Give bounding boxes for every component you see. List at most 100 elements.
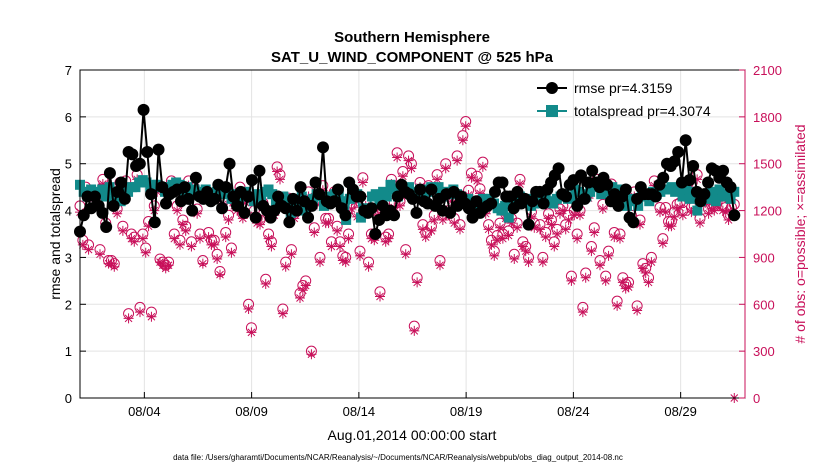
legend: rmse pr=4.3159 totalspread pr=4.3074 — [537, 80, 711, 119]
rmse-point — [145, 188, 158, 201]
obs-assimilated-point — [654, 207, 665, 218]
rmse-point — [137, 103, 150, 116]
obs-assimilated-point — [720, 207, 731, 218]
x-tick-label: 08/19 — [450, 404, 483, 419]
obs-assimilated-point — [432, 174, 443, 185]
rmse-series — [74, 103, 741, 240]
rmse-point — [287, 192, 300, 205]
rmse-point — [724, 181, 737, 194]
obs-assimilated-point — [454, 224, 465, 235]
rmse-point — [126, 148, 139, 161]
rmse-point — [728, 209, 741, 222]
rmse-point — [627, 216, 640, 229]
obs-assimilated-point — [426, 225, 437, 236]
obs-assimilated-point — [394, 200, 405, 211]
obs-assimilated-point — [489, 250, 500, 261]
obs-assimilated-point — [243, 303, 254, 314]
obs-assimilated-point — [632, 305, 643, 316]
rmse-point — [683, 174, 696, 187]
data-file-footer: data file: /Users/gharamti/Documents/NCA… — [173, 453, 623, 462]
obs-assimilated-point — [266, 241, 277, 252]
obs-assimilated-point — [723, 214, 734, 225]
rmse-point — [219, 181, 232, 194]
rmse-point — [189, 171, 202, 184]
y-left-tick-label: 5 — [65, 157, 72, 172]
obs-assimilated-point — [392, 152, 403, 163]
obs-assimilated-point — [569, 210, 580, 221]
obs-assimilated-point — [297, 285, 308, 296]
obs-assimilated-point — [523, 257, 534, 268]
obs-assimilated-point — [277, 308, 288, 319]
rmse-point — [317, 141, 330, 154]
obs-assimilated-point — [400, 249, 411, 260]
rmse-point — [537, 197, 550, 210]
rmse-point — [571, 199, 584, 212]
obs-assimilated-point — [172, 205, 183, 216]
obs-assimilated-point — [477, 161, 488, 172]
obs-assimilated-point — [337, 255, 348, 266]
spread-point — [614, 184, 625, 195]
rmse-point — [488, 185, 501, 198]
obs-assimilated-point — [272, 166, 283, 177]
x-tick-label: 08/24 — [557, 404, 590, 419]
rmse-point — [182, 192, 195, 205]
obs-assimilated-point — [77, 239, 88, 250]
spread-point — [282, 193, 293, 204]
y-left-tick-label: 0 — [65, 391, 72, 406]
rmse-point — [339, 209, 352, 222]
obs-assimilated-point — [614, 233, 625, 244]
rmse-point — [118, 192, 131, 205]
spread-point — [500, 200, 511, 211]
x-tick-label: 08/04 — [128, 404, 161, 419]
rmse-point — [100, 220, 113, 233]
obs-assimilated-point — [129, 236, 140, 247]
obs-assimilated-point — [143, 221, 154, 232]
obs-assimilated-point — [557, 205, 568, 216]
rmse-point — [141, 146, 154, 158]
rmse-point — [115, 176, 128, 189]
spread-point — [100, 191, 111, 202]
rmse-point — [305, 199, 318, 212]
obs-assimilated-point — [434, 260, 445, 271]
spread-point — [503, 212, 514, 223]
obs-assimilated-point — [640, 268, 651, 279]
rmse-point — [294, 181, 307, 194]
obs-assimilated-point — [409, 325, 420, 336]
rmse-point — [328, 195, 341, 208]
rmse-point — [365, 202, 378, 215]
obs-assimilated-point — [146, 311, 157, 322]
rmse-point — [272, 190, 285, 203]
obs-assimilated-point — [563, 214, 574, 225]
obs-assimilated-point — [263, 233, 274, 244]
rmse-point — [159, 197, 172, 210]
y-right-tick-label: 1800 — [753, 110, 782, 125]
rmse-point — [290, 204, 303, 217]
rmse-point — [111, 185, 124, 198]
obs-assimilated-point — [383, 233, 394, 244]
rmse-point — [668, 155, 681, 168]
spread-point — [381, 191, 392, 202]
obs-assimilated-point — [529, 222, 540, 233]
obs-assimilated-point — [403, 155, 414, 166]
rmse-point — [522, 218, 535, 231]
spread-point — [725, 193, 736, 204]
obs-assimilated-point — [332, 225, 343, 236]
obs-assimilated-point — [657, 238, 668, 249]
obs-assimilated-point — [214, 269, 225, 280]
obs-assimilated-point — [589, 227, 600, 238]
obs-assimilated-point — [363, 261, 374, 272]
rmse-point — [208, 192, 221, 205]
spread-point — [633, 200, 644, 211]
obs-assimilated-point — [537, 257, 548, 268]
obs-assimilated-point — [666, 221, 677, 232]
obs-assimilated-point — [577, 307, 588, 318]
spread-point — [684, 193, 695, 204]
obs-assimilated-point — [223, 214, 234, 225]
obs-assimilated-point — [334, 241, 345, 252]
rmse-point — [103, 167, 116, 180]
obs-assimilated-point — [506, 218, 517, 229]
spread-point — [677, 191, 688, 202]
obs-assimilated-point — [123, 313, 134, 324]
rmse-point — [178, 181, 191, 194]
